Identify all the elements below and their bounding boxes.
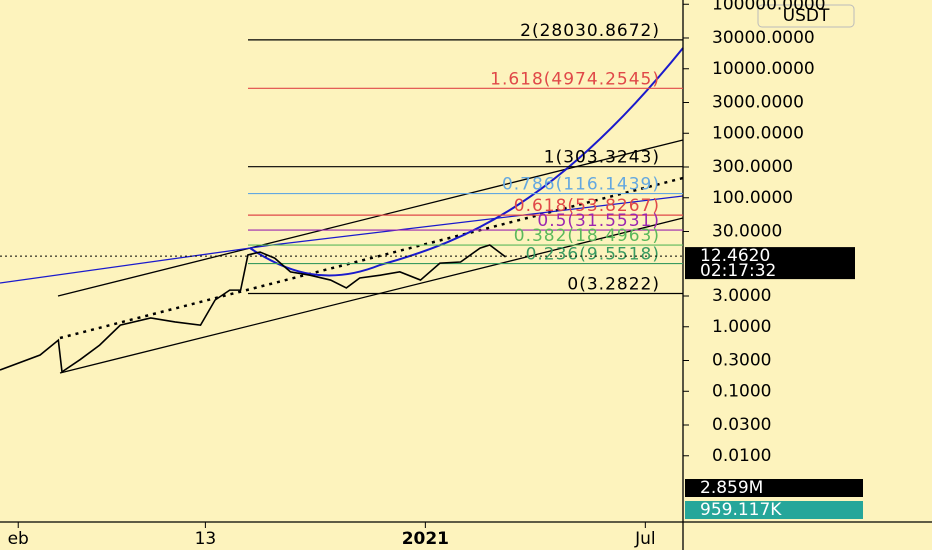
y-tick-label: 3.0000 xyxy=(712,286,771,306)
volume-label-box xyxy=(685,501,863,519)
fib-label: 0.618(53.8267) xyxy=(514,196,660,216)
currency-box xyxy=(757,4,855,28)
fib-label: 0.786(116.1439) xyxy=(502,175,660,195)
y-tick-label: 1.0000 xyxy=(712,317,771,337)
fib-label: 2(28030.8672) xyxy=(520,21,660,41)
x-tick-label: 2021 xyxy=(402,529,449,549)
y-tick-label: 0.0300 xyxy=(712,415,771,435)
y-tick-label: 1000.0000 xyxy=(712,123,804,143)
volume-label: 959.117K xyxy=(700,500,782,520)
last-price-label: 12.4620 xyxy=(700,246,770,266)
fib-label: 1.618(4974.2545) xyxy=(490,69,660,89)
channel-upper xyxy=(57,139,684,297)
y-tick-label: 3000.0000 xyxy=(712,92,804,112)
volume-label-box xyxy=(685,479,863,497)
y-tick-label: 0.1000 xyxy=(712,381,771,401)
y-tick-label: 30.0000 xyxy=(712,221,782,241)
y-tick-label: 30000.0000 xyxy=(712,28,815,48)
fib-label: 0.236(9.5518) xyxy=(526,245,660,265)
y-tick-label: 300.0000 xyxy=(712,157,793,177)
y-tick-label: 100000.0000 xyxy=(712,0,826,14)
channel-lower xyxy=(59,217,684,374)
currency: USDT xyxy=(783,6,830,26)
fib-label: 0.382(18.4963) xyxy=(514,226,660,246)
fib-label: 0.5(31.5531) xyxy=(537,211,660,231)
price-line xyxy=(0,244,507,374)
y-tick-label: 0.3000 xyxy=(712,350,771,370)
channel-mid xyxy=(59,176,684,340)
y-tick-label: 0.0100 xyxy=(712,446,771,466)
fib-label: 1(303.3243) xyxy=(544,148,660,168)
curve xyxy=(249,47,684,277)
fib-label: 0(3.2822) xyxy=(567,274,660,294)
last-price-box xyxy=(685,247,855,280)
x-tick-label: eb xyxy=(8,529,29,549)
x-tick-label: 13 xyxy=(195,529,217,549)
y-tick-label: 10000.0000 xyxy=(712,59,815,79)
x-tick-label: Jul xyxy=(634,529,656,549)
countdown: 02:17:32 xyxy=(700,261,776,281)
y-tick-label: 100.0000 xyxy=(712,188,793,208)
volume-label: 2.859M xyxy=(700,478,763,498)
